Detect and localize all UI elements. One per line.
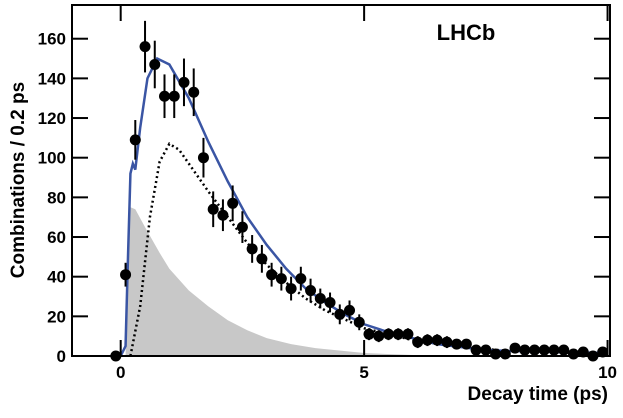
data-point <box>490 348 502 360</box>
data-point <box>421 334 433 346</box>
data-point <box>314 292 326 304</box>
y-tick-label: 20 <box>47 307 66 326</box>
x-tick-label: 5 <box>359 363 368 382</box>
data-point <box>480 344 492 356</box>
data-point <box>382 328 394 340</box>
data-point <box>246 243 258 255</box>
plot-frame <box>71 4 611 357</box>
data-point <box>548 344 560 356</box>
data-point <box>305 285 317 297</box>
data-point <box>217 209 229 221</box>
data-point <box>597 346 609 358</box>
data-point <box>295 273 307 285</box>
data-point <box>207 203 219 215</box>
x-axis-label: Decay time (ps) <box>468 384 608 405</box>
y-tick-label: 120 <box>38 109 66 128</box>
y-tick-label: 160 <box>38 30 66 49</box>
data-point <box>529 344 541 356</box>
y-tick-label: 0 <box>57 347 66 366</box>
annotation: LHCb <box>437 20 496 45</box>
data-point <box>509 342 521 354</box>
y-tick-label: 40 <box>47 268 66 287</box>
data-point <box>334 308 346 320</box>
data-point <box>227 197 239 209</box>
data-point <box>558 344 570 356</box>
data-point <box>431 334 443 346</box>
data-point <box>275 273 287 285</box>
y-tick-label: 100 <box>38 149 66 168</box>
data-point <box>451 338 463 350</box>
x-tick-label: 10 <box>598 363 617 382</box>
data-point <box>236 221 248 233</box>
data-point <box>256 253 268 265</box>
data-point <box>178 76 190 88</box>
data-point <box>197 152 209 164</box>
data-point <box>363 328 375 340</box>
data-point <box>188 86 200 98</box>
data-point <box>285 283 297 295</box>
data-point <box>149 58 161 70</box>
data-point <box>373 330 385 342</box>
data-point <box>324 296 336 308</box>
y-tick-label: 140 <box>38 69 66 88</box>
data-point <box>159 90 171 102</box>
data-point <box>519 344 531 356</box>
data-point <box>392 328 404 340</box>
data-point <box>168 90 180 102</box>
data-point <box>460 338 472 350</box>
data-point <box>538 344 550 356</box>
y-tick-label: 80 <box>47 188 66 207</box>
data-point <box>353 316 365 328</box>
data-point <box>139 41 151 53</box>
x-tick-label: 0 <box>116 363 125 382</box>
data-point <box>441 336 453 348</box>
data-point <box>402 328 414 340</box>
data-point <box>470 344 482 356</box>
data-point <box>266 269 278 281</box>
data-point <box>577 346 589 358</box>
data-point <box>120 269 132 281</box>
data-point <box>412 336 424 348</box>
data-point <box>129 134 141 146</box>
y-axis-label: Combinations / 0.2 ps <box>8 82 29 278</box>
data-point <box>499 348 511 360</box>
background-area <box>125 207 608 356</box>
data-point <box>344 304 356 316</box>
data-point <box>567 348 579 360</box>
y-tick-label: 60 <box>47 228 66 247</box>
